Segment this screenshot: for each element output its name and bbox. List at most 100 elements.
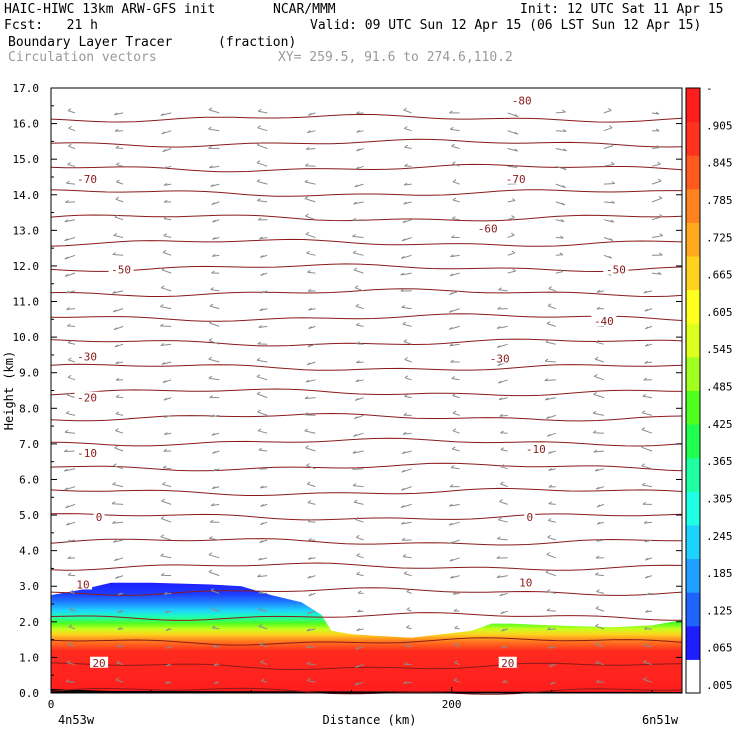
contour-label: 20 <box>92 657 105 670</box>
circulation-vector <box>113 539 124 543</box>
y-tick-label: 17.0 <box>13 82 40 95</box>
vector-arrowhead <box>514 114 519 118</box>
circulation-vector <box>161 500 172 505</box>
circulation-vector <box>67 574 76 577</box>
vector-arrowhead <box>210 184 214 187</box>
circulation-vector <box>209 537 220 541</box>
vector-arrowhead <box>162 481 166 485</box>
vector-arrowhead <box>595 641 599 645</box>
circulation-vector <box>160 518 172 523</box>
vector-arrowhead <box>258 217 262 221</box>
vector-arrowhead <box>449 558 454 562</box>
vector-arrowhead <box>165 680 169 684</box>
contour-label-bg <box>93 510 105 522</box>
circulation-vector <box>401 521 412 525</box>
y-tick-label: 12.0 <box>13 260 40 273</box>
contour-label-bg <box>591 315 617 327</box>
circulation-vector <box>545 341 556 345</box>
contour-label: -50 <box>111 264 131 277</box>
vector-arrowhead <box>160 285 165 289</box>
vector-arrowhead <box>65 290 69 294</box>
vector-arrowhead <box>497 536 501 540</box>
vector-arrowhead <box>64 468 68 472</box>
vector-arrowhead <box>514 131 519 135</box>
vector-arrowhead <box>498 287 502 291</box>
vector-arrowhead <box>658 195 663 199</box>
circulation-vector <box>546 323 556 327</box>
circulation-vector <box>305 215 316 221</box>
colorbar-segment <box>686 121 700 156</box>
vector-arrowhead <box>258 325 262 328</box>
vector-arrowhead <box>66 180 70 184</box>
circulation-vector <box>603 127 613 132</box>
vector-arrowhead <box>116 179 120 183</box>
circulation-vector <box>117 645 124 648</box>
vector-arrowhead <box>258 590 262 594</box>
vector-arrowhead <box>642 501 647 505</box>
circulation-vector <box>497 538 508 541</box>
colorbar-segment <box>686 558 700 593</box>
contour-label: -10 <box>77 447 97 460</box>
vector-arrowhead <box>163 448 168 452</box>
circulation-vector <box>258 325 268 328</box>
vector-arrowhead <box>67 392 71 396</box>
vector-arrowhead <box>496 345 501 348</box>
vector-arrowhead <box>353 433 357 437</box>
circulation-vector <box>67 643 76 648</box>
vector-arrowhead <box>454 642 459 646</box>
vector-arrowhead <box>259 308 264 312</box>
vector-arrowhead <box>592 410 597 414</box>
vector-arrowhead <box>406 589 410 593</box>
vector-arrowhead <box>645 557 649 561</box>
circulation-vector <box>69 608 76 612</box>
circulation-vector <box>401 306 412 310</box>
circulation-vector <box>403 573 412 577</box>
circulation-vector <box>356 324 364 327</box>
vector-arrowhead <box>260 290 264 294</box>
vector-arrowhead <box>160 572 165 576</box>
circulation-vector <box>451 145 460 149</box>
vector-arrowhead <box>64 487 69 491</box>
circulation-vector <box>256 359 268 363</box>
vector-arrowhead <box>501 628 505 632</box>
vector-arrowhead <box>160 553 164 557</box>
vector-arrowhead <box>163 182 168 186</box>
vector-arrowhead <box>501 645 506 649</box>
vector-arrowhead <box>162 380 167 384</box>
circulation-vector <box>306 663 316 665</box>
contour-label: -70 <box>77 173 97 186</box>
vector-arrowhead <box>448 522 453 526</box>
contour-label: -20 <box>77 392 97 405</box>
vector-arrowhead <box>596 521 601 525</box>
contour-label-bg <box>74 391 100 403</box>
circulation-vector <box>603 201 615 204</box>
vector-arrowhead <box>641 410 646 414</box>
circulation-vector <box>304 397 316 400</box>
field-name: Boundary Layer Tracer <box>8 35 173 50</box>
vector-arrowhead <box>164 610 169 614</box>
vector-arrowhead <box>260 503 264 507</box>
vector-arrowhead <box>208 107 213 111</box>
vector-arrowhead <box>67 323 71 327</box>
vector-arrowhead <box>115 677 120 681</box>
circulation-vector <box>307 483 316 488</box>
vector-arrowhead <box>452 428 457 432</box>
vector-arrowhead <box>642 393 647 397</box>
circulation-vector <box>352 450 364 454</box>
vector-arrowhead <box>559 252 564 256</box>
vector-arrowhead <box>64 256 69 260</box>
colorbar-label: .665 <box>706 269 733 282</box>
circulation-vector <box>64 450 76 453</box>
vector-arrowhead <box>547 627 551 631</box>
colorbar-frame <box>685 87 701 694</box>
circulation-vector <box>451 467 460 470</box>
vector-arrowhead <box>355 534 360 538</box>
vector-arrowhead <box>608 255 613 259</box>
vector-arrowhead <box>404 144 408 148</box>
circulation-vector <box>450 575 460 579</box>
circulation-vector <box>352 235 364 238</box>
circulation-vector <box>68 359 76 363</box>
circulation-vector <box>547 628 556 631</box>
circulation-vector <box>304 430 316 434</box>
circulation-vector <box>356 536 364 541</box>
